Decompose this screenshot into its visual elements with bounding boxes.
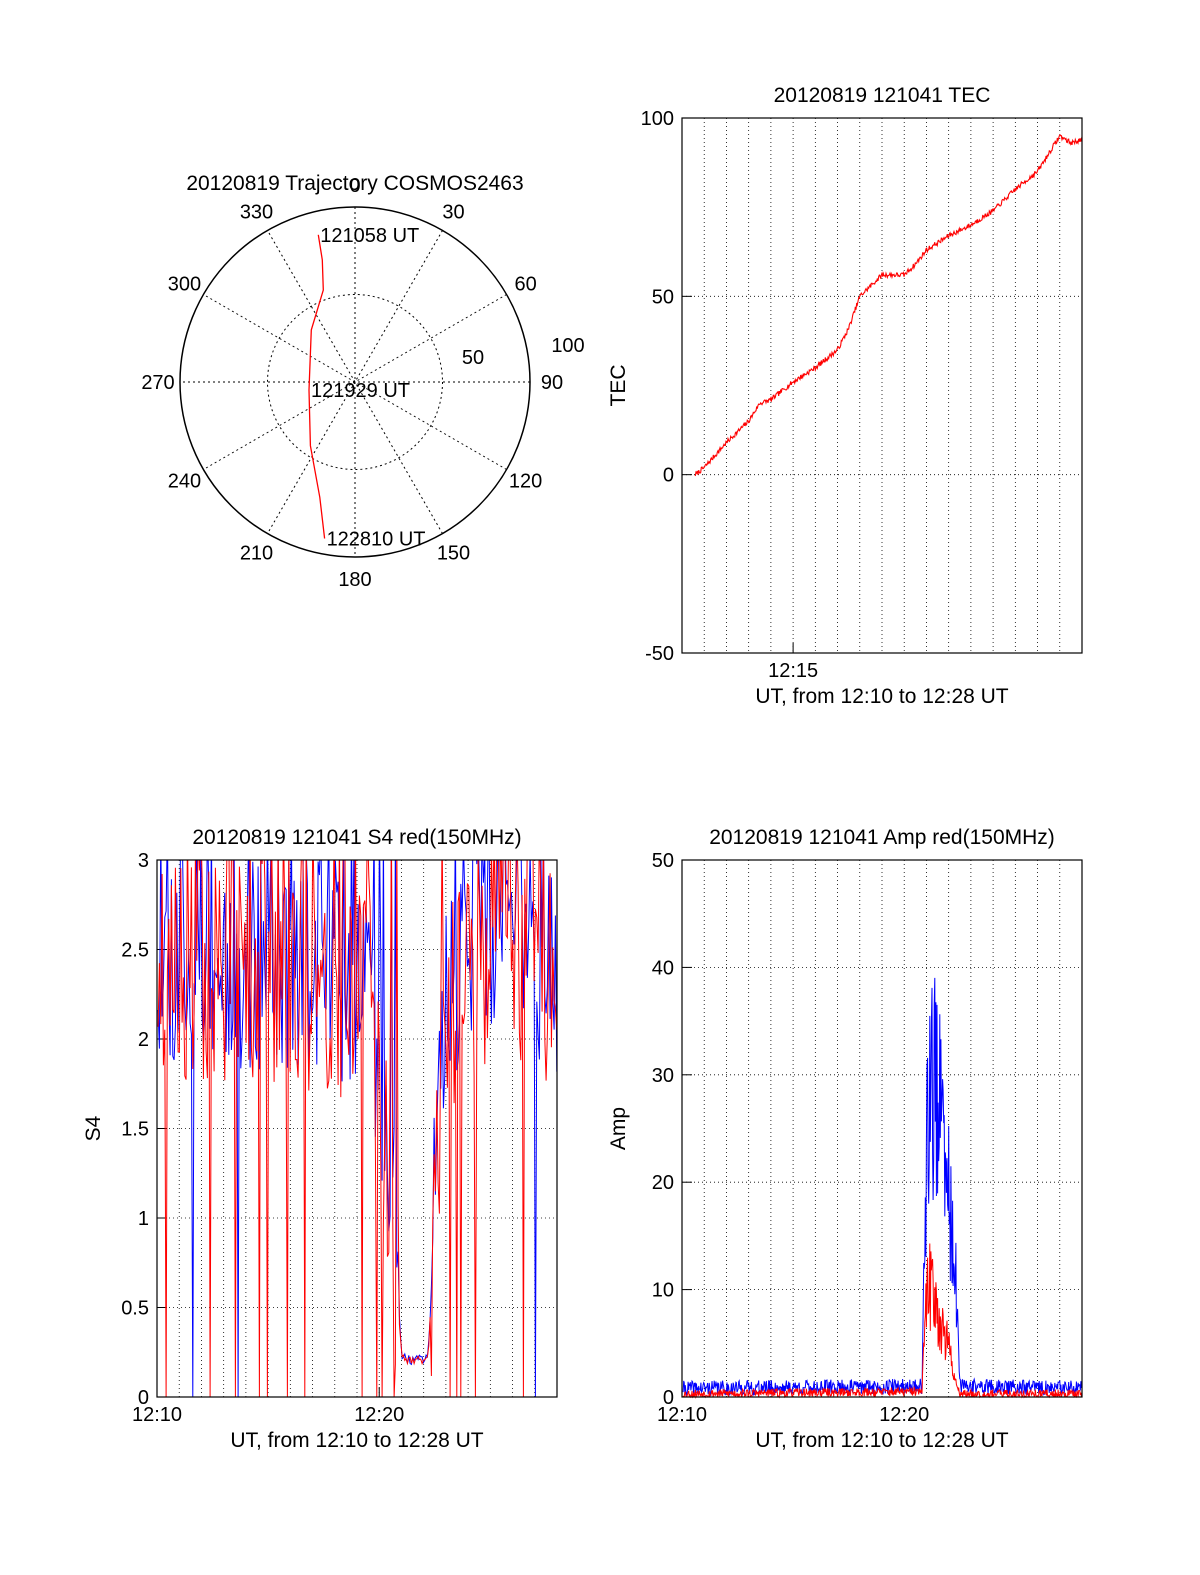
x-axis-label: UT, from 12:10 to 12:28 UT: [755, 685, 1008, 708]
polar-angle-label: 150: [437, 543, 470, 565]
x-axis-label: UT, from 12:10 to 12:28 UT: [230, 1429, 483, 1452]
y-tick-label: 100: [641, 108, 674, 130]
polar-radius-label: 100: [551, 335, 584, 357]
y-tick-label: 1: [138, 1208, 149, 1230]
y-tick-label: 30: [652, 1065, 674, 1087]
polar-angle-label: 60: [514, 274, 536, 296]
plot-frame: [681, 117, 1083, 654]
polar-inner-circle: [267, 294, 443, 470]
polar-angle-label: 30: [442, 201, 464, 223]
polar-angle-label: 120: [509, 471, 542, 493]
y-tick-label: 3: [138, 850, 149, 872]
x-tick-label: 12:10: [657, 1404, 707, 1426]
chart-title: 20120819 121041 S4 red(150MHz): [192, 826, 521, 849]
y-tick-label: 2: [138, 1029, 149, 1051]
polar-angle-label: 330: [240, 201, 273, 223]
trajectory-line: [308, 234, 326, 539]
tec-chart: -50 0 50 100 12:15 20120819 121041 TEC UT, fro…: [607, 84, 1083, 708]
polar-angle-label: 90: [541, 372, 563, 394]
y-tick-label: 1.5: [121, 1119, 149, 1141]
amp-chart: 0 10 20 30 40 50 12:10 12:20 20120819 121041 Amp…: [607, 826, 1083, 1452]
x-tick-label: 12:20: [354, 1404, 404, 1426]
polar-angle-label: 210: [240, 543, 273, 565]
chart-title: 20120819 121041 Amp red(150MHz): [709, 826, 1055, 849]
polar-angle-label: 180: [338, 569, 371, 591]
tec-series-line: [694, 133, 1083, 477]
y-tick-label: 40: [652, 957, 674, 979]
polar-angle-label: 270: [141, 372, 174, 394]
plot-frame: [681, 859, 1083, 1398]
y-tick-label: 0: [663, 1387, 674, 1409]
polar-title: 20120819 Trajectory COSMOS2463: [186, 172, 523, 195]
x-tick-label: 12:20: [879, 1404, 929, 1426]
y-axis-label: TEC: [607, 365, 630, 407]
y-tick-label: 10: [652, 1280, 674, 1302]
y-axis-label: Amp: [607, 1107, 630, 1150]
polar-angle-label: 300: [168, 274, 201, 296]
y-tick-label: 50: [652, 286, 674, 308]
y-tick-label: 0.5: [121, 1298, 149, 1320]
y-axis-label: S4: [82, 1115, 105, 1141]
x-tick-label: 12:15: [768, 660, 818, 682]
plot-frame: [156, 859, 558, 1398]
polar-angle-label: 0: [349, 175, 360, 197]
y-tick-label: 50: [652, 850, 674, 872]
x-axis-label: UT, from 12:10 to 12:28 UT: [755, 1429, 1008, 1452]
y-tick-label: 0: [138, 1387, 149, 1409]
y-tick-label: 20: [652, 1172, 674, 1194]
y-tick-label: 2.5: [121, 940, 149, 962]
s4-chart: 0 0.5 1 1.5 2 2.5 3 12:10 12:20 20120819 121041 S…: [82, 826, 558, 1452]
amp-series-line: [682, 1243, 1082, 1399]
trajectory-time-label: 122810 UT: [327, 529, 426, 551]
y-tick-label: -50: [645, 643, 674, 665]
polar-radius-label: 50: [462, 347, 484, 369]
x-tick-label: 12:10: [132, 1404, 182, 1426]
s4-series-line: [157, 860, 557, 1397]
s4-series-group: [157, 860, 557, 1397]
y-tick-label: 0: [663, 465, 674, 487]
chart-title: 20120819 121041 TEC: [774, 84, 991, 107]
trajectory-time-label: 121058 UT: [320, 225, 419, 247]
trajectory-time-label: 121929 UT: [311, 380, 410, 402]
polar-angle-label: 240: [168, 471, 201, 493]
polar-spoke: [267, 230, 443, 534]
